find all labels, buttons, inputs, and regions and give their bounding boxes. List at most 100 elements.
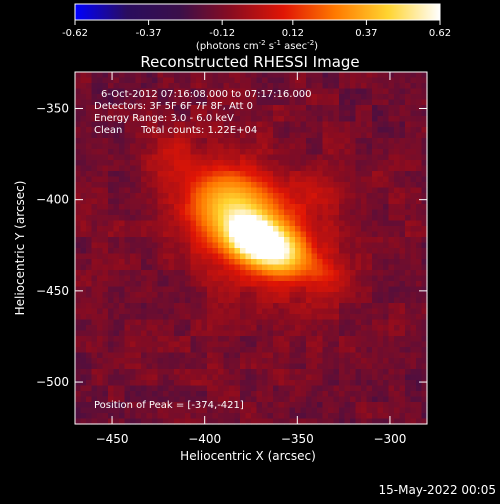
heatmap-cell <box>388 391 395 398</box>
heatmap-cell <box>218 99 225 106</box>
heatmap-cell <box>102 418 109 425</box>
heatmap-cell <box>311 231 318 238</box>
heatmap-cell <box>201 88 208 95</box>
heatmap-cell <box>119 407 126 414</box>
heatmap-cell <box>102 160 109 167</box>
heatmap-cell <box>410 154 417 161</box>
heatmap-cell <box>163 77 170 84</box>
heatmap-cell <box>273 193 280 200</box>
heatmap-cell <box>306 374 313 381</box>
heatmap-cell <box>284 336 291 343</box>
heatmap-cell <box>240 407 247 414</box>
heatmap-cell <box>168 413 175 420</box>
heatmap-cell <box>273 413 280 420</box>
heatmap-cell <box>416 83 423 90</box>
heatmap-cell <box>223 275 230 282</box>
heatmap-cell <box>355 176 362 183</box>
heatmap-cell <box>267 88 274 95</box>
heatmap-cell <box>410 116 417 123</box>
heatmap-cell <box>163 143 170 150</box>
heatmap-cell <box>245 242 252 249</box>
heatmap-cell <box>273 264 280 271</box>
heatmap-cell <box>185 286 192 293</box>
heatmap-cell <box>240 132 247 139</box>
heatmap-cell <box>377 110 384 117</box>
heatmap-cell <box>333 352 340 359</box>
heatmap-cell <box>322 94 329 101</box>
heatmap-cell <box>240 138 247 145</box>
heatmap-cell <box>372 363 379 370</box>
heatmap-cell <box>196 242 203 249</box>
heatmap-cell <box>262 132 269 139</box>
heatmap-cell <box>174 292 181 299</box>
heatmap-cell <box>344 402 351 409</box>
heatmap-cell <box>405 176 412 183</box>
heatmap-cell <box>102 314 109 321</box>
heatmap-cell <box>355 215 362 222</box>
heatmap-cell <box>234 347 241 354</box>
heatmap-cell <box>399 231 406 238</box>
heatmap-cell <box>295 380 302 387</box>
heatmap-cell <box>113 127 120 134</box>
heatmap-cell <box>278 270 285 277</box>
heatmap-cell <box>388 237 395 244</box>
heatmap-cell <box>185 220 192 227</box>
heatmap-cell <box>278 413 285 420</box>
heatmap-cell <box>421 292 428 299</box>
heatmap-cell <box>284 358 291 365</box>
heatmap-cell <box>119 336 126 343</box>
heatmap-cell <box>86 242 93 249</box>
heatmap-cell <box>262 198 269 205</box>
heatmap-cell <box>333 154 340 161</box>
heatmap-cell <box>355 418 362 425</box>
heatmap-cell <box>416 242 423 249</box>
heatmap-cell <box>306 209 313 216</box>
heatmap-cell <box>174 407 181 414</box>
heatmap-cell <box>289 83 296 90</box>
heatmap-cell <box>344 110 351 117</box>
heatmap-cell <box>394 402 401 409</box>
heatmap-cell <box>124 160 131 167</box>
heatmap-cell <box>157 193 164 200</box>
heatmap-cell <box>102 165 109 172</box>
heatmap-cell <box>328 220 335 227</box>
heatmap-cell <box>75 127 82 134</box>
heatmap-cell <box>141 248 148 255</box>
heatmap-cell <box>179 182 186 189</box>
heatmap-cell <box>97 231 104 238</box>
heatmap-cell <box>240 94 247 101</box>
heatmap-cell <box>234 165 241 172</box>
heatmap-cell <box>146 110 153 117</box>
heatmap-cell <box>113 391 120 398</box>
heatmap-cell <box>278 99 285 106</box>
heatmap-cell <box>135 314 142 321</box>
heatmap-cell <box>163 105 170 112</box>
heatmap-cell <box>388 83 395 90</box>
heatmap-cell <box>163 220 170 227</box>
heatmap-cell <box>295 352 302 359</box>
heatmap-cell <box>399 385 406 392</box>
heatmap-cell <box>212 385 219 392</box>
heatmap-cell <box>284 182 291 189</box>
heatmap-cell <box>262 149 269 156</box>
heatmap-cell <box>146 165 153 172</box>
heatmap-cell <box>366 220 373 227</box>
heatmap-cell <box>350 204 357 211</box>
heatmap-cell <box>102 391 109 398</box>
heatmap-cell <box>361 226 368 233</box>
heatmap-cell <box>130 248 137 255</box>
heatmap-cell <box>234 374 241 381</box>
heatmap-cell <box>399 270 406 277</box>
heatmap-cell <box>339 127 346 134</box>
heatmap-cell <box>278 176 285 183</box>
heatmap-cell <box>328 204 335 211</box>
heatmap-cell <box>91 193 98 200</box>
heatmap-cell <box>399 83 406 90</box>
heatmap-cell <box>289 286 296 293</box>
heatmap-cell <box>278 248 285 255</box>
heatmap-cell <box>157 275 164 282</box>
heatmap-cell <box>295 341 302 348</box>
heatmap-cell <box>410 385 417 392</box>
heatmap-cell <box>245 336 252 343</box>
heatmap-cell <box>245 143 252 150</box>
